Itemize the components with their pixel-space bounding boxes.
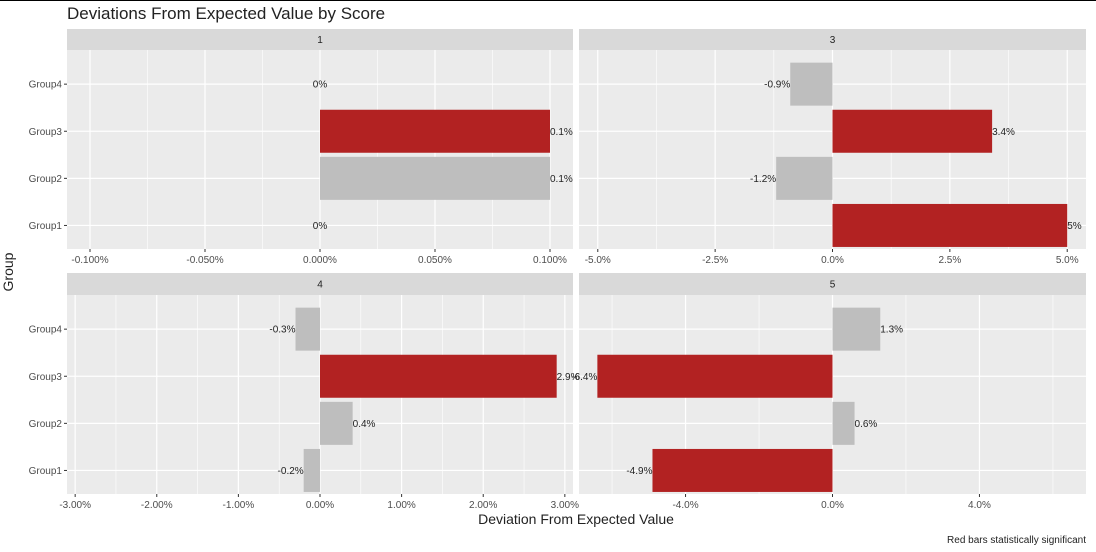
bar-group4 xyxy=(790,62,833,106)
y-tick-label: Group2 xyxy=(29,174,63,185)
data-label: 2.9% xyxy=(557,372,580,383)
chart-title: Deviations From Expected Value by Score xyxy=(67,4,385,23)
facet-panel-3: 3 -5.0% -2.5% 0.0% 2.5% 5.0% 5% -1.2% 3.4% -0.9% xyxy=(579,29,1086,266)
y-tick-label: Group1 xyxy=(29,466,63,477)
y-tick-label: Group4 xyxy=(29,325,63,336)
facet-panels: 1 -0.100% -0.050% 0.000% 0.050% 0.100% 0% 0.1% 0… xyxy=(29,29,1086,511)
x-tick-label: -1.00% xyxy=(223,500,255,511)
facet-strip-label: 1 xyxy=(317,35,323,46)
bar-group2 xyxy=(776,156,833,200)
x-tick-label: 0.100% xyxy=(533,255,567,266)
y-tick-label: Group1 xyxy=(29,221,63,232)
bar-group3 xyxy=(320,109,550,153)
data-label: -6.4% xyxy=(571,372,597,383)
x-tick-label: -5.0% xyxy=(585,255,611,266)
x-tick-label: 5.0% xyxy=(1056,255,1079,266)
x-tick-label: -0.100% xyxy=(71,255,108,266)
facet-panel-1: 1 -0.100% -0.050% 0.000% 0.050% 0.100% 0% 0.1% 0… xyxy=(29,29,573,266)
x-tick-label: 0.000% xyxy=(303,255,337,266)
x-tick-label: -3.00% xyxy=(59,500,91,511)
bar-group1 xyxy=(652,448,833,492)
data-label: -4.9% xyxy=(626,466,652,477)
bar-group4 xyxy=(295,307,320,351)
data-label: 0.4% xyxy=(353,419,376,430)
bar-group3 xyxy=(320,354,557,398)
x-tick-label: 2.5% xyxy=(938,255,961,266)
x-axis-title: Deviation From Expected Value xyxy=(478,511,674,527)
caption: Red bars statistically significant xyxy=(947,535,1086,546)
facet-strip-label: 4 xyxy=(317,280,323,291)
x-tick-label: -4.0% xyxy=(672,500,698,511)
bar-group1 xyxy=(832,203,1068,247)
y-tick-label: Group2 xyxy=(29,419,63,430)
x-tick-label: 0.050% xyxy=(418,255,452,266)
x-tick-label: 4.0% xyxy=(968,500,991,511)
data-label: 0.1% xyxy=(550,174,573,185)
data-label: 3.4% xyxy=(992,127,1015,138)
x-tick-label: 0.00% xyxy=(306,500,334,511)
data-label: 0% xyxy=(313,221,328,232)
data-label: 1.3% xyxy=(880,325,903,336)
data-label: 5% xyxy=(1067,221,1082,232)
y-tick-label: Group3 xyxy=(29,127,63,138)
data-label: -1.2% xyxy=(750,174,776,185)
facet-strip xyxy=(579,273,1086,295)
top-border-line xyxy=(0,0,1096,1)
facet-strip-label: 3 xyxy=(830,35,836,46)
x-tick-label: 3.00% xyxy=(551,500,579,511)
x-tick-label: 0.0% xyxy=(821,255,844,266)
bar-group4 xyxy=(832,307,881,351)
facet-strip-label: 5 xyxy=(830,280,836,291)
data-label: 0.1% xyxy=(550,127,573,138)
facet-panel-5: 5 -4.0% 0.0% 4.0% -4.9% 0.6% -6.4% 1.3% xyxy=(571,273,1086,511)
y-axis-title: Group xyxy=(0,252,16,291)
x-tick-label: -0.050% xyxy=(186,255,223,266)
y-tick-label: Group3 xyxy=(29,372,63,383)
facet-panel-4: 4 -3.00% -2.00% -1.00% 0.00% 1.00% 2.00% 3.00% -… xyxy=(29,273,580,511)
x-tick-label: -2.00% xyxy=(141,500,173,511)
bar-group2 xyxy=(320,156,550,200)
y-tick-label: Group4 xyxy=(29,80,63,91)
bar-group2 xyxy=(320,401,353,445)
data-label: -0.9% xyxy=(764,80,790,91)
x-tick-label: 2.00% xyxy=(469,500,497,511)
data-label: -0.3% xyxy=(269,325,295,336)
data-label: 0% xyxy=(313,80,328,91)
x-tick-label: 1.00% xyxy=(387,500,415,511)
facet-strip xyxy=(67,29,573,50)
x-tick-label: -2.5% xyxy=(702,255,728,266)
bar-group3 xyxy=(832,109,993,153)
x-tick-label: 0.0% xyxy=(821,500,844,511)
data-label: 0.6% xyxy=(855,419,878,430)
bar-group3 xyxy=(597,354,833,398)
data-label: -0.2% xyxy=(278,466,304,477)
bar-group1 xyxy=(303,448,320,492)
facet-strip xyxy=(579,29,1086,50)
bar-group2 xyxy=(832,401,855,445)
facet-strip xyxy=(67,273,573,295)
